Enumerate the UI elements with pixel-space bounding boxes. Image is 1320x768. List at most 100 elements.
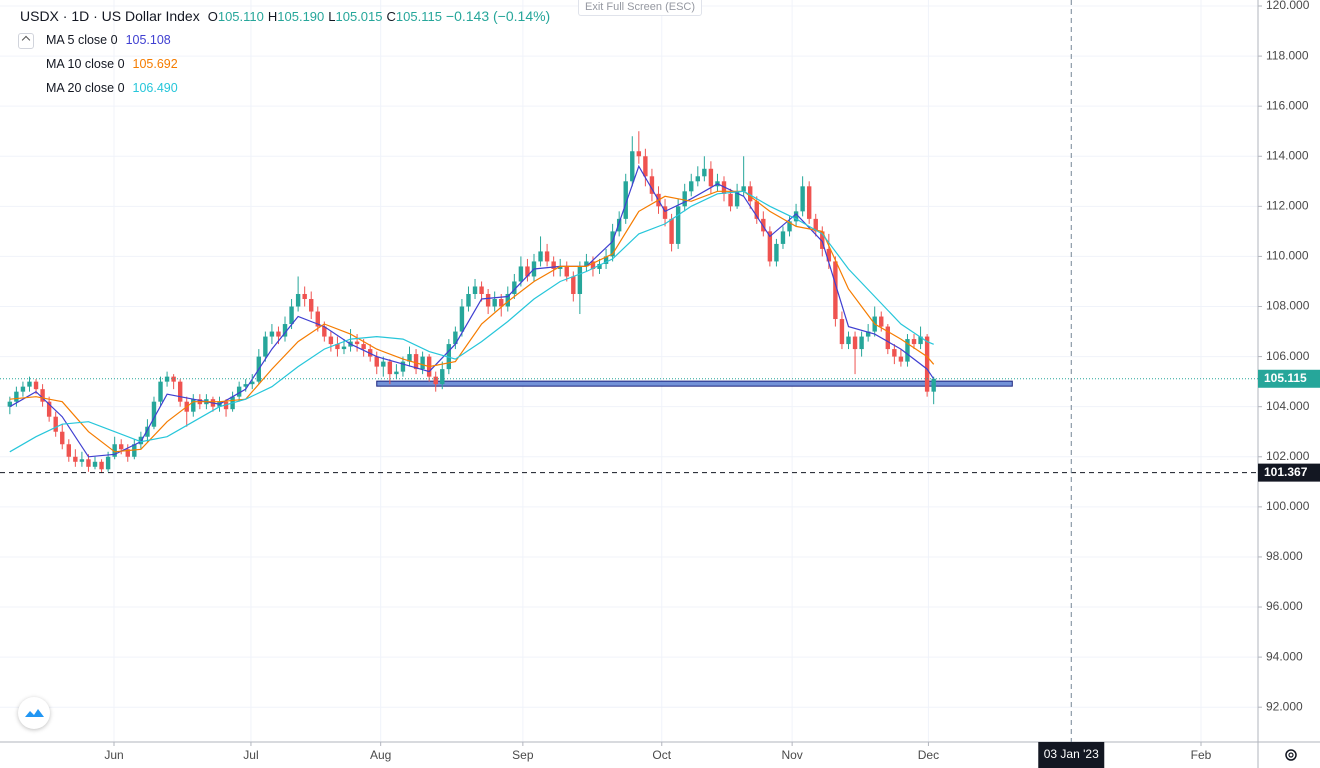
candle-body (99, 461, 104, 470)
candle-body (492, 299, 497, 307)
exit-fullscreen-button[interactable]: Exit Full Screen (ESC) (578, 0, 702, 16)
symbol: USDX · 1D · US Dollar Index (20, 8, 200, 24)
ma-line (9, 164, 935, 458)
ohlc-value: 105.015 (335, 9, 383, 24)
candle-body (767, 231, 773, 262)
collapse-button[interactable] (18, 33, 34, 49)
candle-body (905, 339, 910, 362)
candle-body (571, 276, 576, 294)
candle-body (865, 331, 871, 337)
candle-body (918, 336, 923, 345)
y-tick-label: 114.000 (1266, 148, 1309, 162)
candle-body (374, 356, 379, 367)
candle-body (171, 376, 176, 382)
x-tick-label: Jul (243, 748, 258, 762)
legend-value: 105.108 (125, 33, 171, 47)
ohlc-value: 105.110 (217, 9, 264, 24)
candle-body (774, 243, 779, 262)
support-zone (376, 380, 1013, 387)
candle-body (682, 191, 687, 207)
y-tick-label: 102.000 (1266, 449, 1310, 463)
candle-body (40, 389, 45, 402)
legend-item: MA 5 close 0 105.108 (46, 33, 171, 47)
candle-body (708, 168, 714, 187)
y-tick-label: 120.000 (1266, 0, 1310, 12)
candle-body (689, 181, 694, 192)
candle-body (164, 376, 170, 382)
price-label: 101.367 (1264, 465, 1308, 479)
candle-body (236, 386, 242, 397)
candle-body (754, 201, 759, 219)
candle-body (105, 456, 111, 470)
y-tick-label: 110.000 (1266, 249, 1309, 263)
candle-body (191, 399, 196, 412)
candle-body (289, 306, 294, 325)
candle-body (649, 176, 655, 194)
candle-body (813, 218, 818, 232)
candle-body (420, 356, 425, 370)
candle-body (623, 181, 628, 219)
logo[interactable] (18, 697, 50, 729)
candle-body (806, 186, 812, 219)
ma-line (9, 190, 935, 453)
crosshair-label: 03 Jan '23 (1044, 747, 1099, 761)
candle-body (86, 459, 91, 467)
candle-body (125, 449, 130, 457)
y-tick-label: 96.000 (1266, 599, 1303, 613)
y-tick-label: 98.000 (1266, 549, 1303, 563)
candle-body (597, 263, 602, 269)
candle-body (603, 256, 609, 264)
ohlc-key: C (386, 9, 396, 24)
ohlc-value: 105.115 (395, 9, 442, 24)
candle-body (505, 293, 510, 307)
candle-body (551, 261, 556, 269)
candle-body (924, 336, 930, 392)
candle-body (846, 336, 851, 345)
candle-body (33, 381, 39, 390)
candle-body (315, 311, 320, 327)
candle-body (793, 211, 799, 222)
candle-body (544, 251, 550, 262)
candle-body (748, 186, 753, 202)
candle-body (335, 344, 340, 350)
candle-body (453, 331, 458, 345)
candle-body (46, 401, 52, 417)
candle-body (177, 381, 183, 402)
candle-body (145, 426, 150, 437)
x-tick-label: Oct (652, 748, 671, 762)
y-tick-label: 108.000 (1266, 299, 1310, 313)
candle-body (800, 186, 805, 212)
ohlc-key: O (207, 9, 218, 24)
legend-name: MA 10 close 0 (46, 57, 125, 71)
y-tick-label: 94.000 (1266, 649, 1303, 663)
candle-body (138, 436, 144, 445)
x-tick-label: Nov (781, 748, 802, 762)
candle-body (839, 319, 845, 345)
settings-button[interactable] (1285, 749, 1297, 761)
candle-body (662, 206, 668, 219)
legend-value: 105.692 (132, 57, 178, 71)
candle-body (14, 391, 19, 402)
x-tick-label: Sep (512, 748, 534, 762)
candle-body (282, 324, 288, 337)
candle-body (250, 381, 255, 385)
candle-body (538, 251, 543, 262)
ohlc-key: L (328, 9, 336, 24)
candle-body (361, 344, 366, 350)
candle-body (518, 266, 524, 282)
candle-body (780, 231, 786, 244)
candle-body (400, 361, 406, 372)
candle-body (636, 151, 642, 157)
candle-body (309, 299, 314, 312)
candle-body (885, 326, 891, 350)
candle-body (276, 331, 281, 337)
candle-body (695, 176, 700, 182)
candle-body (243, 384, 248, 387)
candle-body (112, 444, 117, 457)
candle-body (859, 336, 864, 350)
candle-body (60, 431, 65, 445)
candle-body (485, 293, 491, 307)
candle-body (158, 381, 163, 402)
candle-body (630, 151, 635, 182)
candle-body (381, 361, 386, 367)
